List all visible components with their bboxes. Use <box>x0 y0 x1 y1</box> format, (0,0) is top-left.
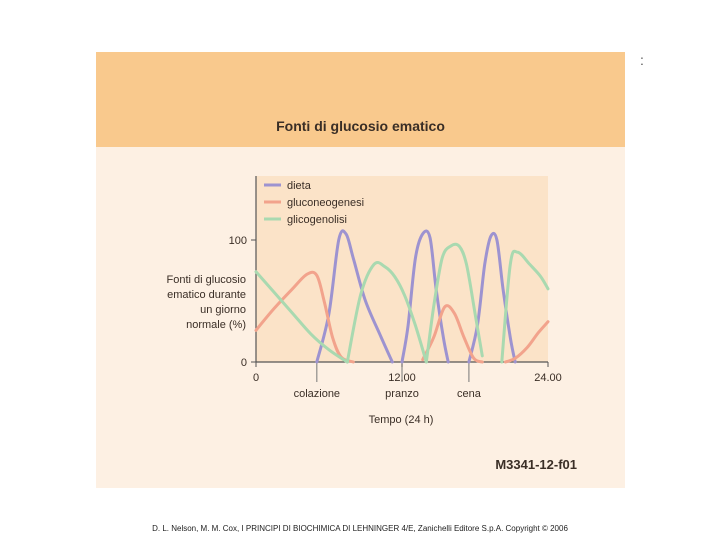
series-line-gluconeogenesi <box>503 320 550 364</box>
series-line-dieta <box>315 229 394 364</box>
y-tick-label: 0 <box>241 357 247 369</box>
series-line-dieta <box>400 229 450 364</box>
x-tick-label: 12.00 <box>388 372 416 384</box>
meal-marker-label: colazione <box>294 388 340 400</box>
copyright-credit: D. L. Nelson, M. M. Cox, I PRINCIPI DI B… <box>152 524 568 533</box>
series-line-gluconeogenesi <box>421 304 484 364</box>
legend-label: glicogenolisi <box>287 214 347 226</box>
y-tick-label: 100 <box>229 235 247 247</box>
corner-mark: : <box>640 52 644 68</box>
chart-title: Fonti di glucosio ematico <box>276 118 445 134</box>
series-line-gluconeogenesi <box>254 270 355 364</box>
meal-marker-label: pranzo <box>385 388 419 400</box>
y-axis-label: Fonti di glucosio <box>167 274 247 286</box>
x-tick-label: 24.00 <box>534 372 562 384</box>
title-banner: Fonti di glucosio ematico <box>96 52 625 147</box>
y-axis-label: normale (%) <box>186 319 246 331</box>
legend-label: dieta <box>287 180 312 192</box>
legend-label: gluconeogenesi <box>287 197 364 209</box>
series-line-dieta <box>467 231 517 364</box>
series-line-glicogenolisi <box>500 249 550 364</box>
y-axis-label: ematico durante <box>167 289 246 301</box>
series-line-glicogenolisi <box>254 270 349 364</box>
y-axis-label: un giorno <box>200 304 246 316</box>
x-axis-label: Tempo (24 h) <box>369 414 434 426</box>
x-tick-label: 0 <box>253 372 259 384</box>
series-line-glicogenolisi <box>345 261 428 364</box>
figure-code: M3341-12-f01 <box>495 457 577 472</box>
series-line-glicogenolisi <box>424 242 484 364</box>
meal-marker-label: cena <box>457 388 482 400</box>
